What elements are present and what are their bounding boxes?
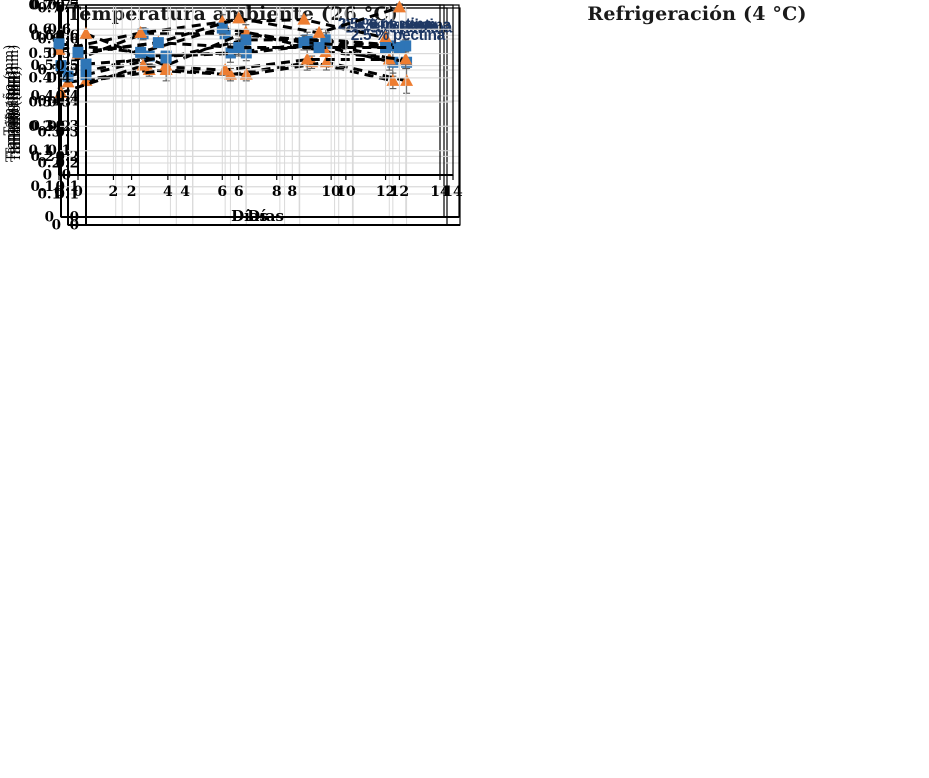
svg-text:4: 4 (163, 184, 173, 200)
svg-text:Tamaño (mm): Tamaño (mm) (4, 66, 19, 157)
svg-text:10: 10 (321, 184, 341, 200)
svg-text:1.5 % pectina: 1.5 % pectina (345, 19, 440, 36)
svg-text:0.2: 0.2 (48, 119, 72, 135)
svg-text:0.4: 0.4 (56, 88, 80, 104)
svg-text:0.7: 0.7 (31, 0, 55, 14)
svg-text:6: 6 (217, 184, 227, 200)
svg-text:14: 14 (443, 184, 463, 200)
svg-text:2: 2 (127, 184, 137, 200)
svg-text:0: 0 (70, 210, 79, 226)
svg-text:0.3: 0.3 (31, 119, 55, 135)
svg-text:0.7: 0.7 (38, 1, 62, 17)
svg-text:12: 12 (390, 184, 409, 200)
svg-text:0.4: 0.4 (31, 88, 55, 104)
svg-text:0.1: 0.1 (38, 187, 62, 203)
svg-text:Tamaño (mm): Tamaño (mm) (4, 71, 19, 162)
svg-text:0.6: 0.6 (48, 22, 72, 38)
svg-text:Tamaño (mm): Tamaño (mm) (9, 66, 24, 157)
svg-text:0.5: 0.5 (31, 58, 55, 74)
svg-text:4: 4 (180, 184, 190, 200)
svg-text:0.2: 0.2 (38, 156, 62, 172)
svg-text:0.5: 0.5 (48, 46, 72, 62)
svg-text:6: 6 (234, 184, 244, 200)
svg-text:0.6: 0.6 (29, 22, 53, 38)
svg-text:0.1: 0.1 (29, 143, 53, 159)
svg-text:0: 0 (73, 184, 83, 200)
svg-text:8: 8 (287, 184, 297, 200)
svg-text:0.4: 0.4 (29, 70, 53, 86)
svg-text:Tamaño (mm): Tamaño (mm) (9, 71, 24, 162)
svg-text:0: 0 (62, 168, 71, 184)
svg-text:2.0 % pectina: 2.0 % pectina (357, 17, 452, 34)
svg-text:0.1: 0.1 (31, 179, 55, 195)
svg-text:0.5: 0.5 (56, 58, 80, 74)
svg-text:10: 10 (336, 184, 356, 200)
svg-text:0.5: 0.5 (29, 46, 53, 62)
svg-text:0.5: 0.5 (38, 63, 62, 79)
svg-text:0.1: 0.1 (48, 143, 72, 159)
svg-text:0.7: 0.7 (56, 0, 80, 14)
svg-text:0.3: 0.3 (48, 95, 72, 111)
svg-text:0.6: 0.6 (31, 28, 55, 44)
svg-text:0: 0 (45, 210, 54, 226)
svg-text:0.1: 0.1 (56, 179, 80, 195)
svg-text:0.3: 0.3 (38, 125, 62, 141)
svg-text:12: 12 (376, 184, 395, 200)
svg-text:0.2: 0.2 (29, 119, 53, 135)
svg-text:0: 0 (70, 218, 79, 234)
svg-text:14: 14 (430, 184, 450, 200)
svg-text:8: 8 (272, 184, 282, 200)
svg-text:0.4: 0.4 (48, 70, 72, 86)
svg-text:0: 0 (54, 184, 64, 200)
svg-text:0: 0 (43, 168, 52, 184)
svg-text:0.2: 0.2 (56, 149, 80, 165)
svg-text:Días: Días (247, 207, 284, 225)
svg-text:0.7: 0.7 (48, 0, 72, 14)
svg-text:2: 2 (109, 184, 119, 200)
svg-text:0.3: 0.3 (29, 95, 53, 111)
svg-text:Días: Días (231, 207, 268, 225)
svg-text:0.7: 0.7 (29, 0, 53, 14)
svg-text:0.2: 0.2 (31, 149, 55, 165)
chart-panel-refrigeracion-2-5-pectina: 0 0.1 0.2 0.3 0.4 0.5 0.6 0.7 Tamaño (mm) 0 2 4 6 8 10… (0, 0, 464, 230)
svg-text:Tamaño (mm): Tamaño (mm) (2, 45, 17, 136)
column-title-refrigeracion: Refrigeración (4 °C) (587, 3, 807, 25)
svg-text:2.5 % pectina: 2.5 % pectina (351, 27, 446, 44)
svg-text:Tamaño (mm): Tamaño (mm) (7, 45, 22, 136)
svg-text:2.0 % pectina: 2.0 % pectina (342, 17, 437, 34)
svg-text:0: 0 (52, 218, 61, 234)
